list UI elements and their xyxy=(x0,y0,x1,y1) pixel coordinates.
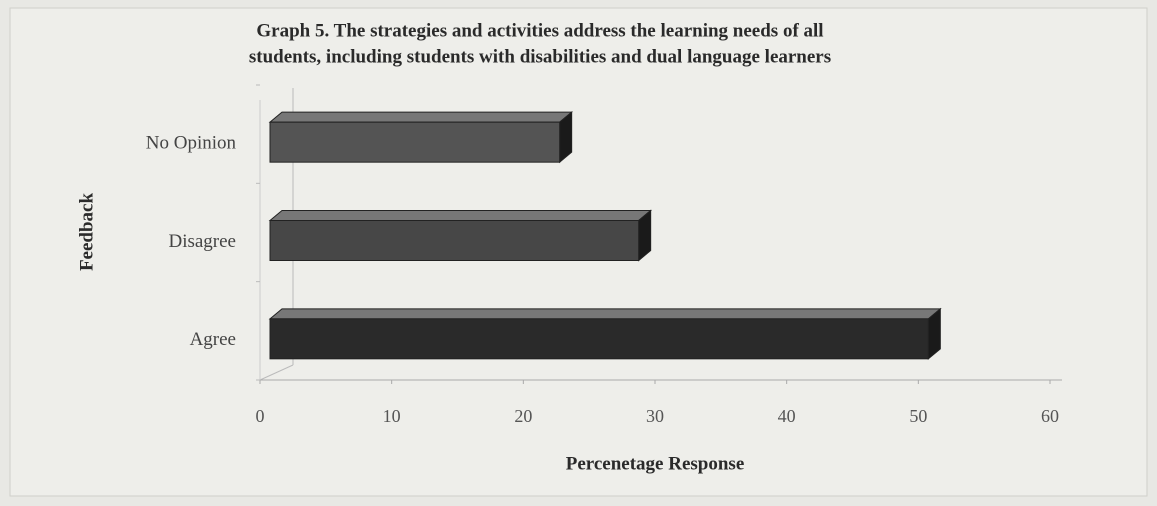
y-axis-label: Feedback xyxy=(76,193,97,272)
y-tick-label: Disagree xyxy=(168,231,236,252)
x-tick-label: 40 xyxy=(778,406,796,426)
x-tick-label: 30 xyxy=(646,406,664,426)
chart-title: Graph 5. The strategies and activities a… xyxy=(256,20,823,41)
y-tick-label: No Opinion xyxy=(146,133,237,154)
bar-top xyxy=(268,308,942,320)
bar xyxy=(269,220,640,261)
bar xyxy=(269,121,561,163)
x-tick-label: 50 xyxy=(909,406,927,426)
bar-top xyxy=(268,111,574,123)
chart-title: students, including students with disabi… xyxy=(249,46,831,67)
floor-edge xyxy=(259,364,294,381)
x-tick-label: 10 xyxy=(383,406,401,426)
x-axis-label: Percenetage Response xyxy=(566,453,745,474)
y-tick-label: Agree xyxy=(190,329,236,350)
x-tick-label: 20 xyxy=(514,406,532,426)
x-tick-label: 0 xyxy=(256,406,265,426)
bar xyxy=(269,318,929,360)
x-tick-label: 60 xyxy=(1041,406,1059,426)
bar-top xyxy=(268,210,653,221)
